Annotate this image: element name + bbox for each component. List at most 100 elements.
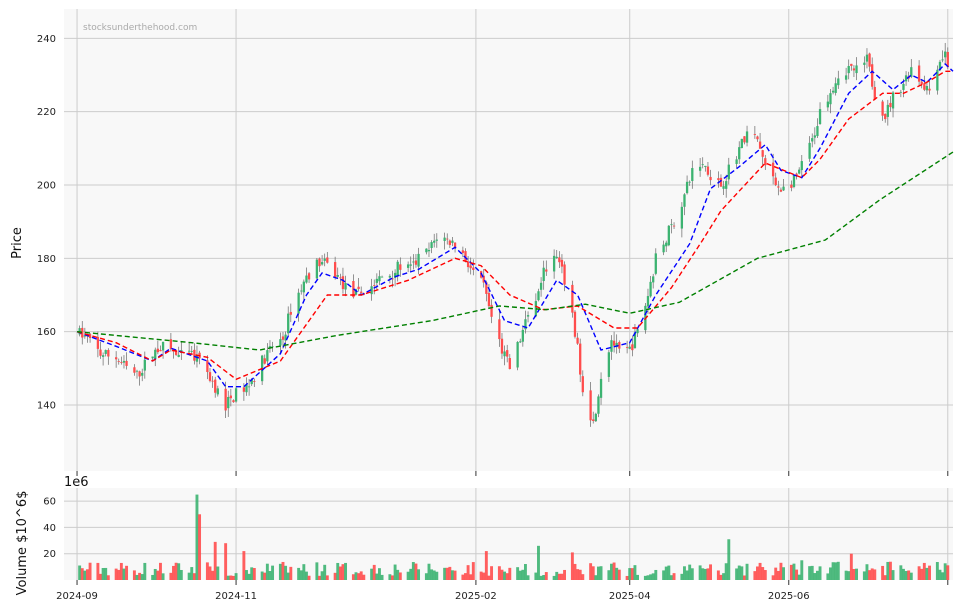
volume-bar: [388, 574, 392, 580]
volume-bar: [284, 565, 288, 580]
volume-bar: [453, 570, 457, 580]
candle-body: [704, 165, 707, 167]
volume-bar: [763, 570, 767, 580]
candle-body: [96, 336, 100, 349]
candle-body: [852, 68, 856, 71]
candle-body: [782, 186, 785, 191]
candle-body: [800, 161, 803, 171]
volume-bar: [925, 567, 929, 580]
candle-body: [683, 194, 686, 207]
candle-body: [466, 261, 470, 268]
candle-body: [542, 267, 545, 282]
volume-bar: [205, 562, 209, 580]
candle-body: [813, 135, 816, 138]
volume-bar: [596, 566, 600, 580]
candle-body: [169, 339, 173, 350]
price-gridlines: [64, 9, 953, 471]
candle-body: [375, 278, 378, 283]
volume-bar: [758, 562, 762, 580]
volume-bar: [797, 574, 801, 580]
moving-averages: [76, 63, 954, 388]
candle-body: [208, 372, 212, 381]
candle-body: [425, 248, 428, 253]
volume-bar: [482, 572, 486, 580]
volume-bar: [101, 567, 105, 580]
volume-bar: [849, 553, 853, 580]
candle-body: [101, 355, 105, 357]
candle-body: [206, 360, 209, 373]
candle-body: [779, 189, 783, 192]
volume-bar: [813, 573, 817, 580]
volume-bar: [211, 570, 215, 580]
volume-bar: [265, 563, 269, 580]
candle-body: [195, 354, 199, 362]
volume-bar: [106, 575, 110, 580]
candle-body: [743, 136, 746, 143]
candle-body: [247, 386, 251, 388]
candle-body: [654, 253, 657, 274]
volume-bar: [654, 569, 658, 580]
volume-bar: [539, 575, 543, 580]
candle-body: [151, 356, 154, 359]
candle-body: [829, 93, 832, 105]
volume-bar: [450, 570, 454, 580]
candle-body: [214, 379, 217, 393]
volume-bar: [886, 561, 890, 580]
candle-body: [855, 65, 858, 74]
volume-bar: [594, 575, 598, 580]
volume-bar: [315, 562, 319, 580]
volume-bar: [268, 571, 272, 580]
candle-body: [417, 253, 420, 267]
candle-body: [232, 400, 235, 403]
candle-body: [592, 419, 595, 421]
volume-bar: [80, 568, 84, 580]
volume-bar: [78, 565, 82, 580]
candle-body: [380, 276, 384, 278]
volume-bar: [902, 568, 905, 580]
candle-body: [485, 282, 488, 294]
volume-bar: [119, 562, 123, 580]
candle-body: [216, 388, 219, 395]
candle-body: [753, 133, 757, 135]
price-panel-background: [64, 9, 953, 471]
volume-bar: [617, 569, 621, 580]
volume-bar: [341, 564, 345, 580]
volume-bar: [278, 563, 282, 580]
candle-body: [271, 346, 274, 348]
volume-bar: [242, 551, 246, 580]
candle-body: [873, 86, 876, 100]
volume-bar: [589, 563, 593, 580]
candle-body: [910, 67, 913, 77]
volume-y-ticks: 20 40 60: [43, 497, 56, 561]
volume-bar: [461, 574, 465, 580]
volume-bar: [424, 573, 428, 580]
candle-body: [649, 281, 652, 297]
candle-body: [646, 296, 650, 307]
volume-bar: [179, 569, 183, 580]
candle-body: [482, 275, 485, 283]
candle-body: [615, 342, 618, 348]
candle-body: [357, 286, 360, 290]
candle-body: [253, 381, 256, 382]
volume-bar: [393, 564, 397, 580]
volume-bar: [375, 573, 379, 580]
volume-bar: [224, 543, 228, 580]
candle-body: [114, 357, 118, 360]
candle-body: [336, 275, 339, 277]
volume-bar: [86, 569, 89, 580]
volume-bar: [662, 570, 666, 580]
volume-bar: [844, 570, 848, 580]
price-tick-label: 160: [37, 327, 56, 338]
volume-bar: [271, 565, 275, 580]
candle-body: [281, 336, 285, 340]
volume-bar: [573, 563, 577, 580]
volume-bar: [836, 561, 840, 580]
x-axis-ticks: 2024-09 2024-11 2025-02 2025-04 2025-06: [56, 471, 949, 602]
volume-bar: [172, 565, 175, 580]
volume-bar: [636, 574, 639, 580]
price-axis-label: Price: [10, 227, 25, 259]
candle-body: [88, 334, 92, 338]
moving-average-line: [76, 63, 954, 388]
candle-body: [944, 51, 947, 58]
volume-bar: [443, 567, 447, 580]
